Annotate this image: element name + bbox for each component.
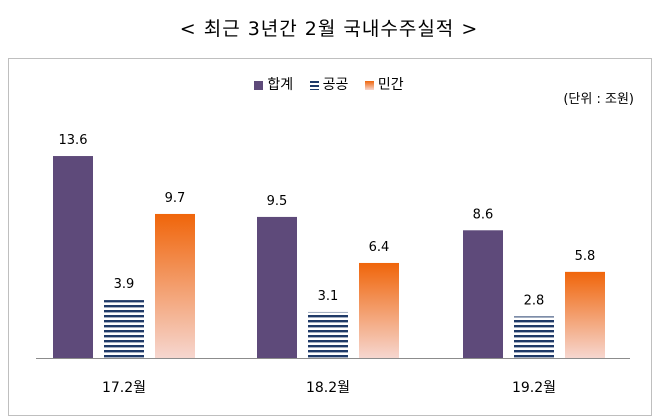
bar-private-3	[565, 271, 605, 358]
category-label-3: 19.2월	[512, 380, 556, 396]
legend-item-total: 합계	[254, 74, 293, 94]
bar-public-3	[514, 316, 554, 358]
value-label-total-1: 13.6	[59, 133, 88, 148]
bar-public-2	[308, 311, 348, 358]
chart-title: < 최근 3년간 2월 국내수주실적 >	[179, 18, 479, 40]
legend-swatch-private	[364, 80, 374, 90]
bar-private-1	[155, 213, 195, 358]
category-label-1: 17.2월	[102, 380, 146, 396]
value-label-total-2: 9.5	[267, 194, 288, 209]
legend-swatch-total	[254, 80, 264, 90]
legend-item-public: 공공	[309, 74, 349, 94]
category-label-2: 18.2월	[306, 380, 350, 396]
bar-private-2	[359, 262, 399, 358]
bar-total-3	[463, 230, 503, 358]
legend-swatch-public	[309, 80, 319, 90]
value-label-private-2: 6.4	[369, 240, 390, 255]
unit-label: (단위 : 조원)	[563, 92, 634, 107]
legend-label-total: 합계	[267, 77, 294, 93]
legend-item-private: 민간	[364, 74, 404, 94]
value-label-public-3: 2.8	[524, 293, 545, 308]
legend-label-private: 민간	[377, 77, 404, 93]
legend-label-public: 공공	[322, 77, 349, 93]
value-label-public-1: 3.9	[114, 277, 135, 292]
bar-public-1	[104, 300, 144, 358]
chart-legend: 합계 공공 민간	[0, 74, 658, 94]
bar-total-2	[257, 216, 297, 358]
value-label-private-3: 5.8	[575, 249, 596, 264]
value-label-total-3: 8.6	[473, 207, 494, 222]
value-label-public-2: 3.1	[318, 289, 339, 304]
bar-total-1	[53, 156, 93, 358]
value-label-private-1: 9.7	[165, 191, 186, 206]
